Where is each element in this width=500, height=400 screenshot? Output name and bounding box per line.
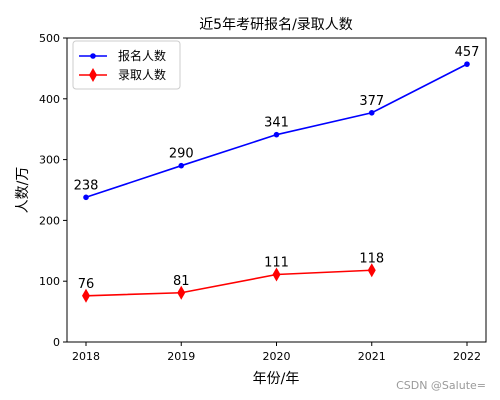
series-line	[85, 269, 372, 297]
x-tick-label: 2021	[358, 350, 386, 363]
data-label: 341	[264, 116, 289, 131]
data-point	[368, 109, 375, 116]
data-point	[273, 131, 280, 138]
legend-label: 报名人数	[118, 48, 166, 63]
x-axis-label: 年份/年	[253, 371, 300, 387]
data-point	[464, 61, 470, 67]
y-tick-label: 0	[53, 336, 60, 349]
chart-title: 近5年考研报名/录取人数	[199, 17, 353, 33]
watermark: CSDN @Salute=	[396, 379, 486, 392]
data-label: 290	[169, 147, 194, 162]
y-tick-label: 500	[39, 32, 60, 45]
data-label: 238	[74, 178, 99, 193]
legend-marker	[90, 53, 96, 59]
legend-label: 录取人数	[118, 67, 166, 82]
series-2: 76 81 111 118	[78, 251, 384, 303]
data-point	[83, 194, 89, 201]
data-point	[367, 263, 376, 278]
x-tick-label: 2022	[453, 350, 481, 363]
x-tick-label: 2018	[72, 350, 100, 363]
series-1: 238 290 341 377 457	[74, 45, 480, 201]
y-tick-label: 100	[39, 275, 60, 288]
legend-item: 录取人数	[79, 67, 166, 82]
x-tick-label: 2020	[263, 350, 291, 363]
y-axis-label: 人数/万	[15, 167, 31, 214]
axes: 0 100 200 300 400 500 2018 2019 2020 2021 2022	[39, 32, 487, 363]
data-point	[178, 162, 185, 169]
data-point	[272, 267, 281, 282]
y-tick-label: 200	[39, 214, 60, 227]
data-label: 81	[173, 274, 190, 289]
legend-marker	[89, 68, 97, 82]
y-tick-label: 400	[39, 93, 60, 106]
data-label: 377	[359, 94, 384, 109]
plot-series: 238 290 341 377 457 76 81 111 118	[74, 45, 480, 303]
data-label: 111	[264, 256, 289, 271]
data-label: 76	[78, 277, 95, 292]
data-label: 118	[359, 251, 384, 266]
data-label: 457	[455, 45, 480, 60]
legend-item: 报名人数	[79, 48, 166, 63]
legend-frame	[72, 40, 181, 90]
x-tick-label: 2019	[167, 350, 195, 363]
data-point	[177, 285, 186, 300]
y-tick-label: 300	[39, 154, 60, 167]
data-point	[82, 288, 90, 303]
